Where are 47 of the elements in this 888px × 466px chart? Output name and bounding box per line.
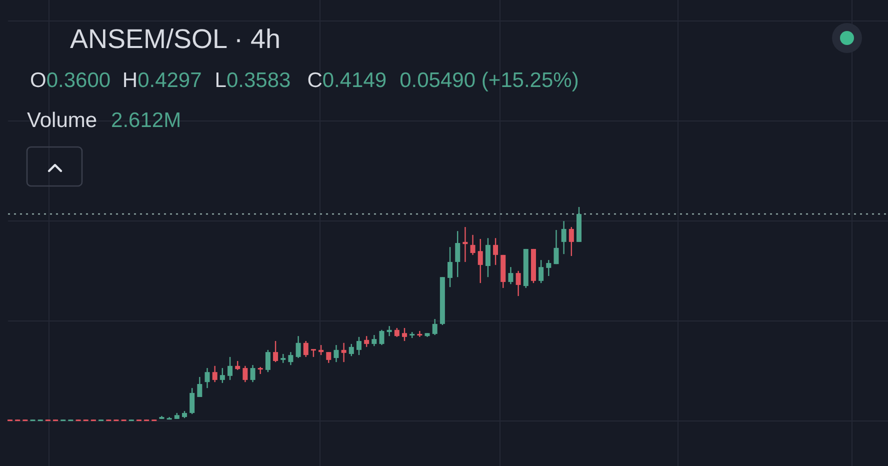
candlestick (341, 342, 346, 363)
text: L0.3583 (214, 69, 291, 92)
candlestick (273, 340, 278, 363)
candlestick (364, 335, 370, 348)
chart-title: ANSEM/SOL · 4h (70, 24, 281, 54)
candlestick (197, 376, 202, 398)
candlestick (462, 226, 468, 263)
candlestick (228, 356, 233, 381)
candlestick (516, 270, 521, 297)
candlestick (470, 234, 476, 256)
candlestick (250, 364, 256, 383)
candlestick (318, 344, 324, 356)
candlestick (568, 226, 574, 257)
candlestick (326, 351, 332, 364)
candlestick (265, 349, 270, 373)
candlestick (402, 327, 408, 342)
candlestick (561, 220, 566, 255)
candlestick (554, 229, 559, 265)
text: O0.3600 (30, 69, 111, 92)
candlestick (334, 344, 339, 363)
candlestick (303, 340, 308, 358)
candlestick (386, 325, 392, 337)
candlestick (242, 365, 248, 383)
candlestick (220, 367, 225, 384)
candlestick (296, 335, 301, 359)
candlestick (417, 330, 422, 338)
candlestick (372, 334, 377, 347)
candlestick (455, 230, 460, 278)
candlestick (204, 367, 210, 389)
candlestick (379, 329, 384, 346)
candlestick (288, 351, 294, 366)
text: 0.05490 (+15.25%) (400, 69, 579, 92)
candlestick (546, 259, 552, 277)
candlestick (448, 246, 453, 288)
candlestick (348, 343, 354, 357)
candlestick (356, 336, 362, 356)
candlestick (485, 238, 490, 278)
candlestick (493, 238, 498, 266)
text: H0.4297 (122, 69, 202, 92)
candlestick (212, 365, 218, 383)
candlestick (538, 259, 544, 284)
candlestick (478, 238, 483, 284)
text: C0.4149 (307, 69, 387, 92)
candlestick (190, 387, 195, 415)
candlestick (508, 266, 514, 285)
text: Volume 2.612M (27, 109, 182, 132)
candlestick (432, 318, 438, 336)
